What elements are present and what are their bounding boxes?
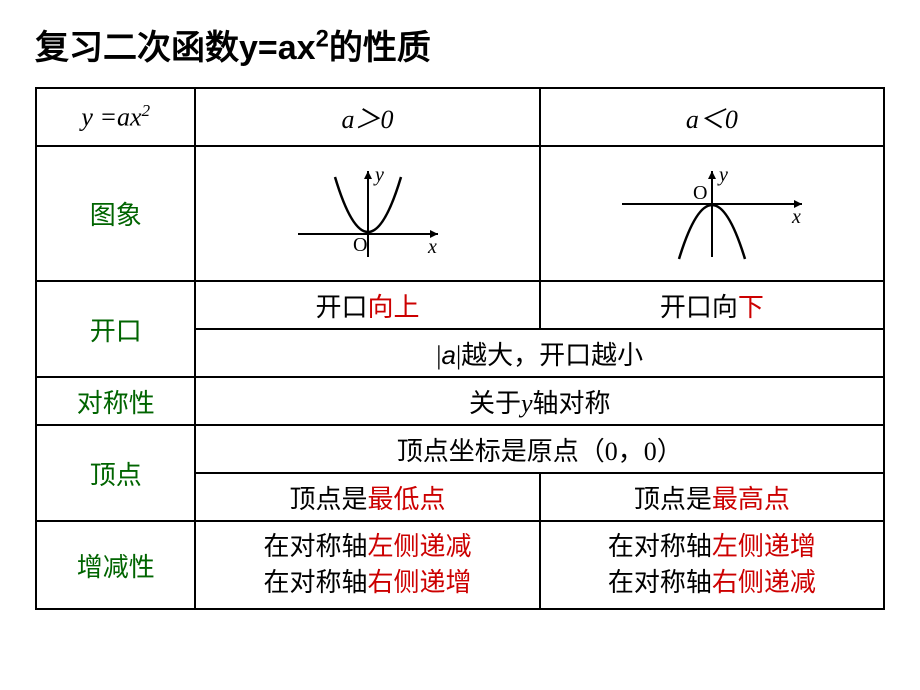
op-pos-r: 向上 <box>368 293 420 322</box>
row-opening-label: 开口 <box>36 281 195 377</box>
title-prefix: 复习二次函数y=ax <box>35 29 316 67</box>
y-axis-label: y <box>717 164 728 186</box>
graph-pos-cell: O x y <box>195 146 539 281</box>
title-exp: 2 <box>316 26 329 53</box>
hf-y: y <box>81 103 93 132</box>
abs-a: a <box>441 340 455 370</box>
origin-label: O <box>353 234 367 256</box>
mp2b: 右侧递增 <box>368 568 472 597</box>
vertex-pos: 顶点是最低点 <box>195 473 539 521</box>
parabola-down-icon: O x y <box>607 159 817 269</box>
opening-abs: |a|越大，开口越小 <box>195 329 884 377</box>
mp1b: 左侧递减 <box>368 532 472 561</box>
opening-neg: 开口向下 <box>540 281 884 329</box>
symmetry-text: 关于y轴对称 <box>195 377 884 425</box>
x-axis-label: x <box>427 236 437 258</box>
h3r: ＜0 <box>699 105 738 134</box>
header-a-neg: a＜0 <box>540 88 884 146</box>
vx-neg-p: 顶点是 <box>634 485 712 514</box>
header-a-pos: a＞0 <box>195 88 539 146</box>
row-vertex-label: 顶点 <box>36 425 195 521</box>
row-graph-label: 图象 <box>36 146 195 281</box>
hf-exp: 2 <box>142 101 150 120</box>
mono-pos: 在对称轴左侧递减 在对称轴右侧递增 <box>195 521 539 609</box>
abs-s: |越大，开口越小 <box>456 341 643 370</box>
row-symmetry-label: 对称性 <box>36 377 195 425</box>
mn2a: 在对称轴 <box>608 568 712 597</box>
hf-eq: = <box>93 103 117 132</box>
title-suffix: 的性质 <box>329 29 431 67</box>
op-neg-r: 下 <box>738 293 764 322</box>
sym-p: 关于 <box>469 389 521 418</box>
origin-label: O <box>693 182 707 204</box>
vertex-neg: 顶点是最高点 <box>540 473 884 521</box>
h2a: a <box>342 105 355 134</box>
opening-pos: 开口向上 <box>195 281 539 329</box>
page-title: 复习二次函数y=ax2的性质 <box>35 20 885 69</box>
graph-neg-cell: O x y <box>540 146 884 281</box>
header-formula: y =ax2 <box>36 88 195 146</box>
vx-neg-r: 最高点 <box>712 485 790 514</box>
vx-pos-r: 最低点 <box>368 485 446 514</box>
op-pos-p: 开口 <box>316 293 368 322</box>
mn2b: 右侧递减 <box>712 568 816 597</box>
y-axis-label: y <box>373 164 384 186</box>
hf-a: ax <box>117 103 142 132</box>
mn1b: 左侧递增 <box>712 532 816 561</box>
row-mono-label: 增减性 <box>36 521 195 609</box>
sym-y: y <box>521 389 533 418</box>
properties-table: y =ax2 a＞0 a＜0 图象 O x y <box>35 87 885 610</box>
vx-pos-p: 顶点是 <box>290 485 368 514</box>
vertex-merged: 顶点坐标是原点（0，0） <box>195 425 884 473</box>
mn1a: 在对称轴 <box>608 532 712 561</box>
parabola-up-icon: O x y <box>273 159 463 269</box>
mp1a: 在对称轴 <box>264 532 368 561</box>
h3a: a <box>686 105 699 134</box>
mp2a: 在对称轴 <box>264 568 368 597</box>
mono-neg: 在对称轴左侧递增 在对称轴右侧递减 <box>540 521 884 609</box>
op-neg-p: 开口向 <box>660 293 738 322</box>
h2r: ＞0 <box>355 105 394 134</box>
sym-s: 轴对称 <box>533 389 611 418</box>
x-axis-label: x <box>791 206 801 228</box>
